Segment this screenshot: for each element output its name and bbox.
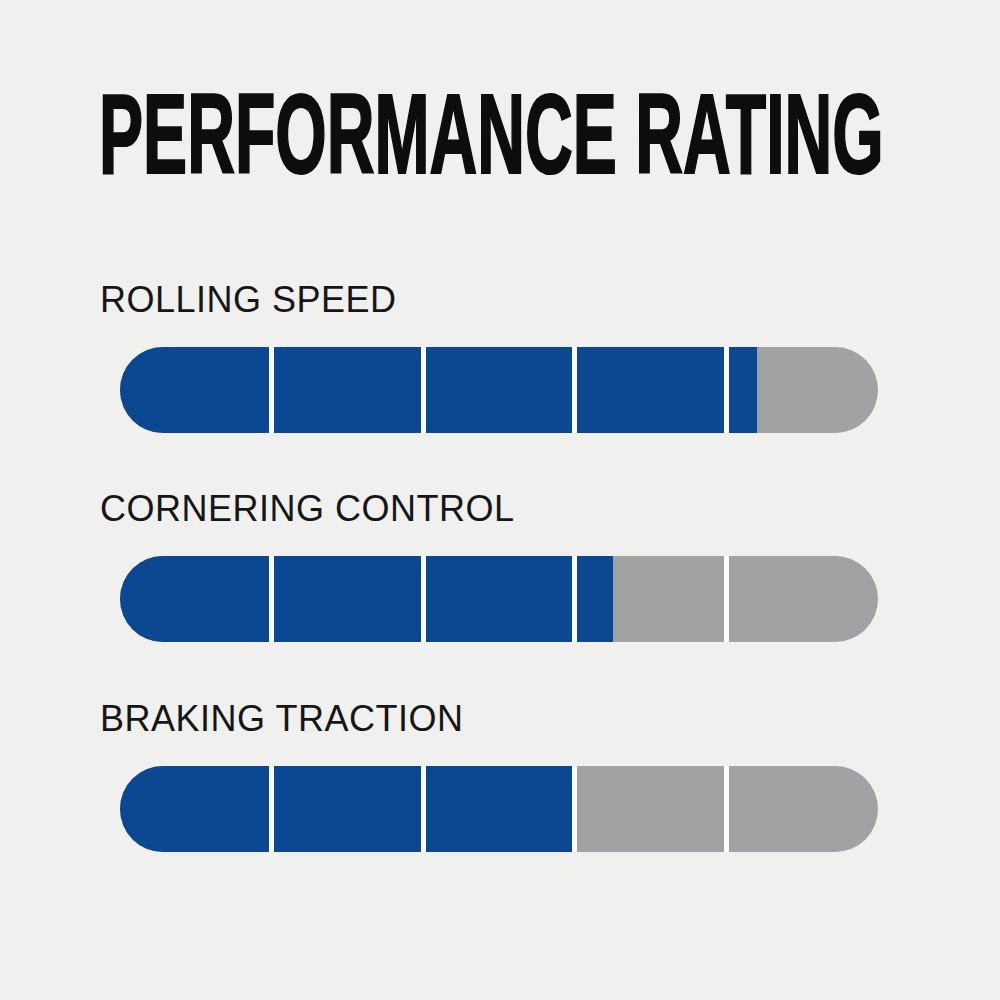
segment-divider [269,347,274,433]
rating-bar-fill [120,556,613,642]
segment-divider [421,556,426,642]
rating-bar-cornering-control [120,556,878,642]
metric-label-cornering-control: CORNERING CONTROL [100,491,515,527]
segment-divider [269,766,274,852]
segment-divider [724,556,729,642]
segment-divider [724,766,729,852]
metric-label-rolling-speed: ROLLING SPEED [100,282,397,318]
performance-rating-card: PERFORMANCE RATING ROLLING SPEED CORNERI… [0,0,1000,1000]
metric-row-rolling-speed: ROLLING SPEED [100,282,900,442]
segment-divider [269,556,274,642]
rating-bar-rolling-speed [120,347,878,433]
metric-row-cornering-control: CORNERING CONTROL [100,491,900,651]
page-title: PERFORMANCE RATING [99,78,884,191]
segment-divider [572,766,577,852]
rating-bar-braking-traction [120,766,878,852]
segment-divider [572,556,577,642]
rating-bar-fill [120,766,575,852]
segment-divider [572,347,577,433]
segment-divider [421,766,426,852]
segment-divider [421,347,426,433]
segment-divider [724,347,729,433]
metric-row-braking-traction: BRAKING TRACTION [100,701,900,861]
rating-bar-fill [120,347,757,433]
metric-label-braking-traction: BRAKING TRACTION [100,701,463,737]
